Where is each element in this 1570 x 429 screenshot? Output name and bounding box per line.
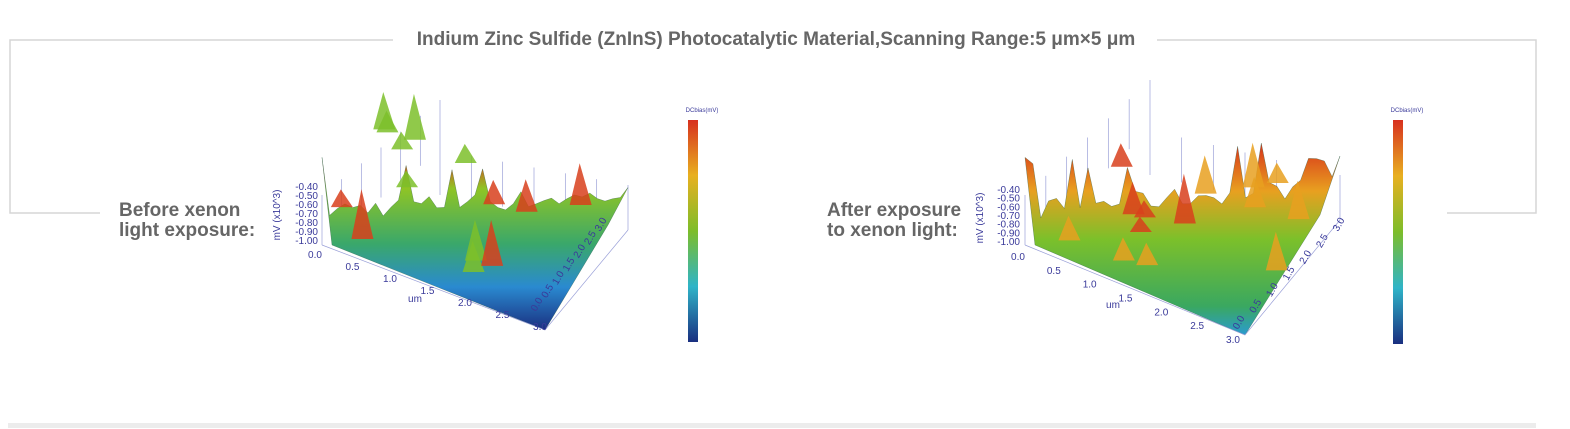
peak <box>351 189 374 240</box>
x-tick-label: 1.5 <box>421 286 435 297</box>
peak <box>1122 181 1145 215</box>
x-tick-label: 0.5 <box>1047 266 1061 277</box>
x-axis-label: um <box>1106 300 1120 311</box>
peak <box>403 93 426 140</box>
z-tick-label: -1.00 <box>295 236 318 247</box>
x-tick-label: 2.0 <box>458 298 472 309</box>
peak <box>1242 142 1265 188</box>
x-tick-label: 0.0 <box>1011 252 1025 263</box>
z-tick-label: -0.60 <box>295 200 318 211</box>
peak <box>330 189 353 208</box>
colorbar-title: DCbias(mV) <box>1391 108 1424 114</box>
colorbar <box>688 120 698 342</box>
peak <box>569 163 592 205</box>
x-tick-label: 1.5 <box>1119 294 1133 305</box>
peak <box>1110 143 1133 167</box>
z-tick-label: -0.50 <box>997 194 1020 205</box>
panel-label: Before xenon <box>119 200 240 221</box>
colorbar <box>1393 120 1403 344</box>
x-tick-label: 2.5 <box>496 310 510 321</box>
peak <box>391 131 414 150</box>
x-tick-label: 1.0 <box>1083 280 1097 291</box>
panel-label: light exposure: <box>119 220 255 241</box>
bottom-bar <box>8 423 1536 428</box>
x-tick-label: 3.0 <box>1226 335 1240 346</box>
peak <box>1266 162 1289 183</box>
peak <box>1136 242 1159 266</box>
z-tick-label: -0.90 <box>997 228 1020 239</box>
x-tick-label: 1.0 <box>383 274 397 285</box>
panel-label: to xenon light: <box>827 220 958 241</box>
peak <box>1287 180 1310 220</box>
z-tick-label: -0.90 <box>295 227 318 238</box>
peak <box>481 219 504 266</box>
colorbar-title: DCbias(mV) <box>686 108 719 114</box>
z-tick-label: -0.60 <box>997 202 1020 213</box>
x-tick-label: 3.0 <box>533 322 547 333</box>
x-tick-label: 0.5 <box>346 262 360 273</box>
x-tick-label: 0.0 <box>308 250 322 261</box>
peak <box>376 110 399 133</box>
peak <box>454 143 477 164</box>
x-axis-label: um <box>408 294 422 305</box>
z-tick-label: -1.00 <box>997 237 1020 248</box>
peak <box>1112 237 1135 261</box>
peak <box>1194 155 1217 194</box>
peak <box>1244 176 1267 208</box>
z-tick-label: -0.70 <box>295 209 318 220</box>
y-tick-label: 2.0 <box>1298 248 1315 266</box>
peak <box>1173 173 1196 224</box>
peak <box>1058 215 1081 241</box>
peak <box>1265 231 1288 271</box>
surface <box>1024 143 1341 336</box>
z-tick-label: -0.40 <box>997 185 1020 196</box>
z-tick-label: -0.80 <box>997 220 1020 231</box>
x-tick-label: 2.5 <box>1190 321 1204 332</box>
z-axis-label: mV (x10^3) <box>272 190 283 241</box>
panel-label: After exposure <box>827 200 961 221</box>
peak <box>464 219 487 261</box>
peak <box>396 170 419 188</box>
peak <box>515 179 538 212</box>
z-axis-label: mV (x10^3) <box>975 193 986 244</box>
x-tick-label: 2.0 <box>1154 307 1168 318</box>
z-tick-label: -0.80 <box>295 218 318 229</box>
z-tick-label: -0.50 <box>295 191 318 202</box>
peak <box>483 179 506 205</box>
y-tick-label: 3.0 <box>1331 216 1348 234</box>
axis-line <box>321 229 629 331</box>
frame <box>9 39 1537 214</box>
z-tick-label: -0.70 <box>997 211 1020 222</box>
peak <box>1129 216 1152 232</box>
y-tick-label: 2.5 <box>1314 232 1331 250</box>
title: Indium Zinc Sulfide (ZnInS) Photocatalyt… <box>417 29 1135 50</box>
axis-line <box>1024 219 1341 336</box>
z-tick-label: -0.40 <box>295 182 318 193</box>
